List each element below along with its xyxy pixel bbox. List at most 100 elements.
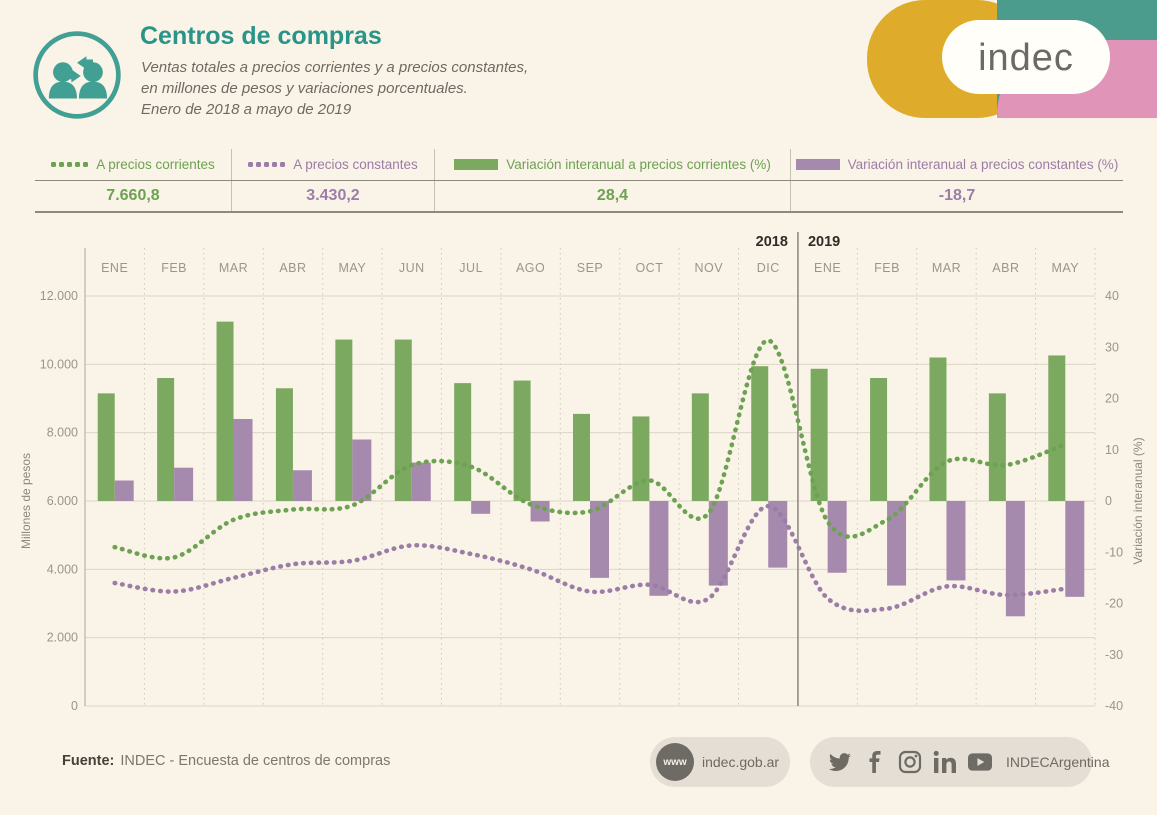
legend-label: A precios constantes bbox=[293, 157, 418, 172]
variation-bar bbox=[827, 501, 847, 573]
variation-bar bbox=[946, 501, 966, 581]
month-label: SEP bbox=[577, 261, 604, 275]
month-label: ABR bbox=[279, 261, 306, 275]
variation-bar bbox=[97, 393, 115, 501]
solid-green-swatch bbox=[454, 159, 499, 170]
variation-bar bbox=[174, 467, 194, 501]
youtube-icon[interactable] bbox=[968, 750, 992, 774]
year-label-2018: 2018 bbox=[756, 234, 788, 250]
legend-item-constantes: A precios constantes bbox=[232, 149, 435, 180]
chart-svg: 12.00010.0008.0006.0004.0002.00004030201… bbox=[19, 232, 1145, 713]
month-labels: ENE FEB MAR ABR MAY JUN JUL AGO SEP OCT NOV DIC ENE F… bbox=[101, 234, 1079, 275]
month-label: AGO bbox=[516, 261, 545, 275]
shopping-exchange-icon bbox=[33, 31, 121, 119]
variation-bar bbox=[768, 501, 788, 568]
variation-bar bbox=[708, 501, 728, 586]
variation-bar bbox=[335, 339, 353, 501]
variation-bar bbox=[233, 419, 253, 501]
legend-item-var-constantes: Variación interanual a precios constante… bbox=[791, 149, 1123, 180]
dotted-purple-swatch bbox=[248, 162, 286, 167]
bar-group-corrientes bbox=[97, 321, 1066, 501]
right-axis-tick: 40 bbox=[1105, 289, 1119, 303]
right-axis-tick: 0 bbox=[1105, 494, 1112, 508]
summary-band: A precios corrientes A precios constante… bbox=[35, 149, 1123, 213]
month-label: MAY bbox=[1051, 261, 1079, 275]
website-url: indec.gob.ar bbox=[702, 754, 780, 770]
right-axis-tick: 30 bbox=[1105, 340, 1119, 354]
month-label: FEB bbox=[874, 261, 900, 275]
year-label-2019: 2019 bbox=[808, 234, 840, 250]
variation-bar bbox=[1048, 355, 1066, 501]
variation-bar bbox=[216, 321, 234, 501]
linkedin-icon[interactable] bbox=[933, 750, 957, 774]
instagram-icon[interactable] bbox=[898, 750, 922, 774]
right-axis-tick: 20 bbox=[1105, 392, 1119, 406]
indec-logo: indec bbox=[867, 0, 1157, 118]
indec-logo-text: indec bbox=[978, 37, 1074, 79]
source-label: Fuente: bbox=[62, 753, 115, 769]
month-label: FEB bbox=[161, 261, 187, 275]
gridlines: 12.000 10.000 8.000 6.000 4.000 2.000 0 40 30 20 1… bbox=[40, 289, 1123, 713]
month-label: MAR bbox=[932, 261, 961, 275]
variation-bar bbox=[530, 501, 550, 522]
right-axis-tick: -40 bbox=[1105, 699, 1123, 713]
left-axis-tick: 8.000 bbox=[47, 426, 78, 440]
right-axis-tick: -20 bbox=[1105, 597, 1123, 611]
legend-label: Variación interanual a precios constante… bbox=[847, 157, 1119, 172]
variation-bar bbox=[411, 462, 431, 501]
left-axis-tick: 4.000 bbox=[47, 562, 78, 576]
month-label: JUN bbox=[399, 261, 425, 275]
subtitle-line: en millones de pesos y variaciones porce… bbox=[141, 80, 468, 97]
variation-bar bbox=[649, 501, 669, 596]
variation-bar bbox=[275, 388, 293, 501]
solid-purple-swatch bbox=[795, 159, 840, 170]
variation-bar bbox=[870, 378, 888, 501]
value-var-corrientes: 28,4 bbox=[596, 187, 629, 204]
variation-bar bbox=[929, 357, 947, 501]
variation-bar bbox=[751, 366, 769, 501]
social-pill[interactable]: INDECArgentina bbox=[810, 737, 1110, 787]
variation-bar bbox=[454, 383, 472, 501]
right-axis-tick: -10 bbox=[1105, 545, 1123, 559]
variation-bar bbox=[1005, 501, 1025, 617]
facebook-icon[interactable] bbox=[863, 750, 887, 774]
value-corrientes: 7.660,8 bbox=[106, 187, 160, 204]
variation-bar bbox=[632, 416, 650, 501]
variation-bar bbox=[471, 501, 491, 514]
variation-bar bbox=[394, 339, 412, 501]
left-axis-title: Millones de pesos bbox=[19, 453, 33, 549]
page-subtitle: Ventas totales a precios corrientes y a … bbox=[141, 57, 528, 120]
month-label: DIC bbox=[757, 261, 780, 275]
variation-bar bbox=[157, 378, 175, 501]
month-label: ENE bbox=[101, 261, 128, 275]
month-label: JUL bbox=[459, 261, 483, 275]
month-label: ABR bbox=[992, 261, 1019, 275]
sales-line-constantes bbox=[112, 503, 1068, 614]
source-note: Fuente: INDEC - Encuesta de centros de co… bbox=[62, 753, 390, 769]
variation-bar bbox=[810, 368, 828, 501]
source-text: INDEC - Encuesta de centros de compras bbox=[120, 753, 391, 769]
right-axis-title: Variación interanual (%) bbox=[1131, 437, 1145, 564]
month-label: ENE bbox=[814, 261, 841, 275]
left-axis-tick: 12.000 bbox=[40, 289, 78, 303]
variation-bar bbox=[292, 470, 312, 501]
legend-label: A precios corrientes bbox=[96, 157, 215, 172]
right-axis-tick: 10 bbox=[1105, 443, 1119, 457]
legend-item-var-corrientes: Variación interanual a precios corriente… bbox=[435, 149, 791, 180]
twitter-icon[interactable] bbox=[828, 750, 852, 774]
variation-bar bbox=[573, 413, 590, 501]
www-icon: www bbox=[656, 743, 694, 781]
legend-item-corrientes: A precios corrientes bbox=[35, 149, 232, 180]
value-var-constantes: -18,7 bbox=[938, 187, 976, 204]
month-label: OCT bbox=[635, 261, 663, 275]
month-label: NOV bbox=[695, 261, 724, 275]
social-handle: INDECArgentina bbox=[1006, 754, 1110, 770]
values-row: 7.660,8 3.430,2 28,4 -18,7 bbox=[35, 181, 1123, 211]
variation-bar bbox=[352, 439, 372, 501]
website-pill[interactable]: www indec.gob.ar bbox=[650, 737, 790, 787]
variation-bar bbox=[513, 380, 531, 501]
variation-bar bbox=[114, 480, 134, 501]
bar-group-constantes bbox=[114, 419, 1085, 617]
variation-bar bbox=[691, 393, 709, 501]
left-axis-tick: 6.000 bbox=[47, 494, 78, 508]
